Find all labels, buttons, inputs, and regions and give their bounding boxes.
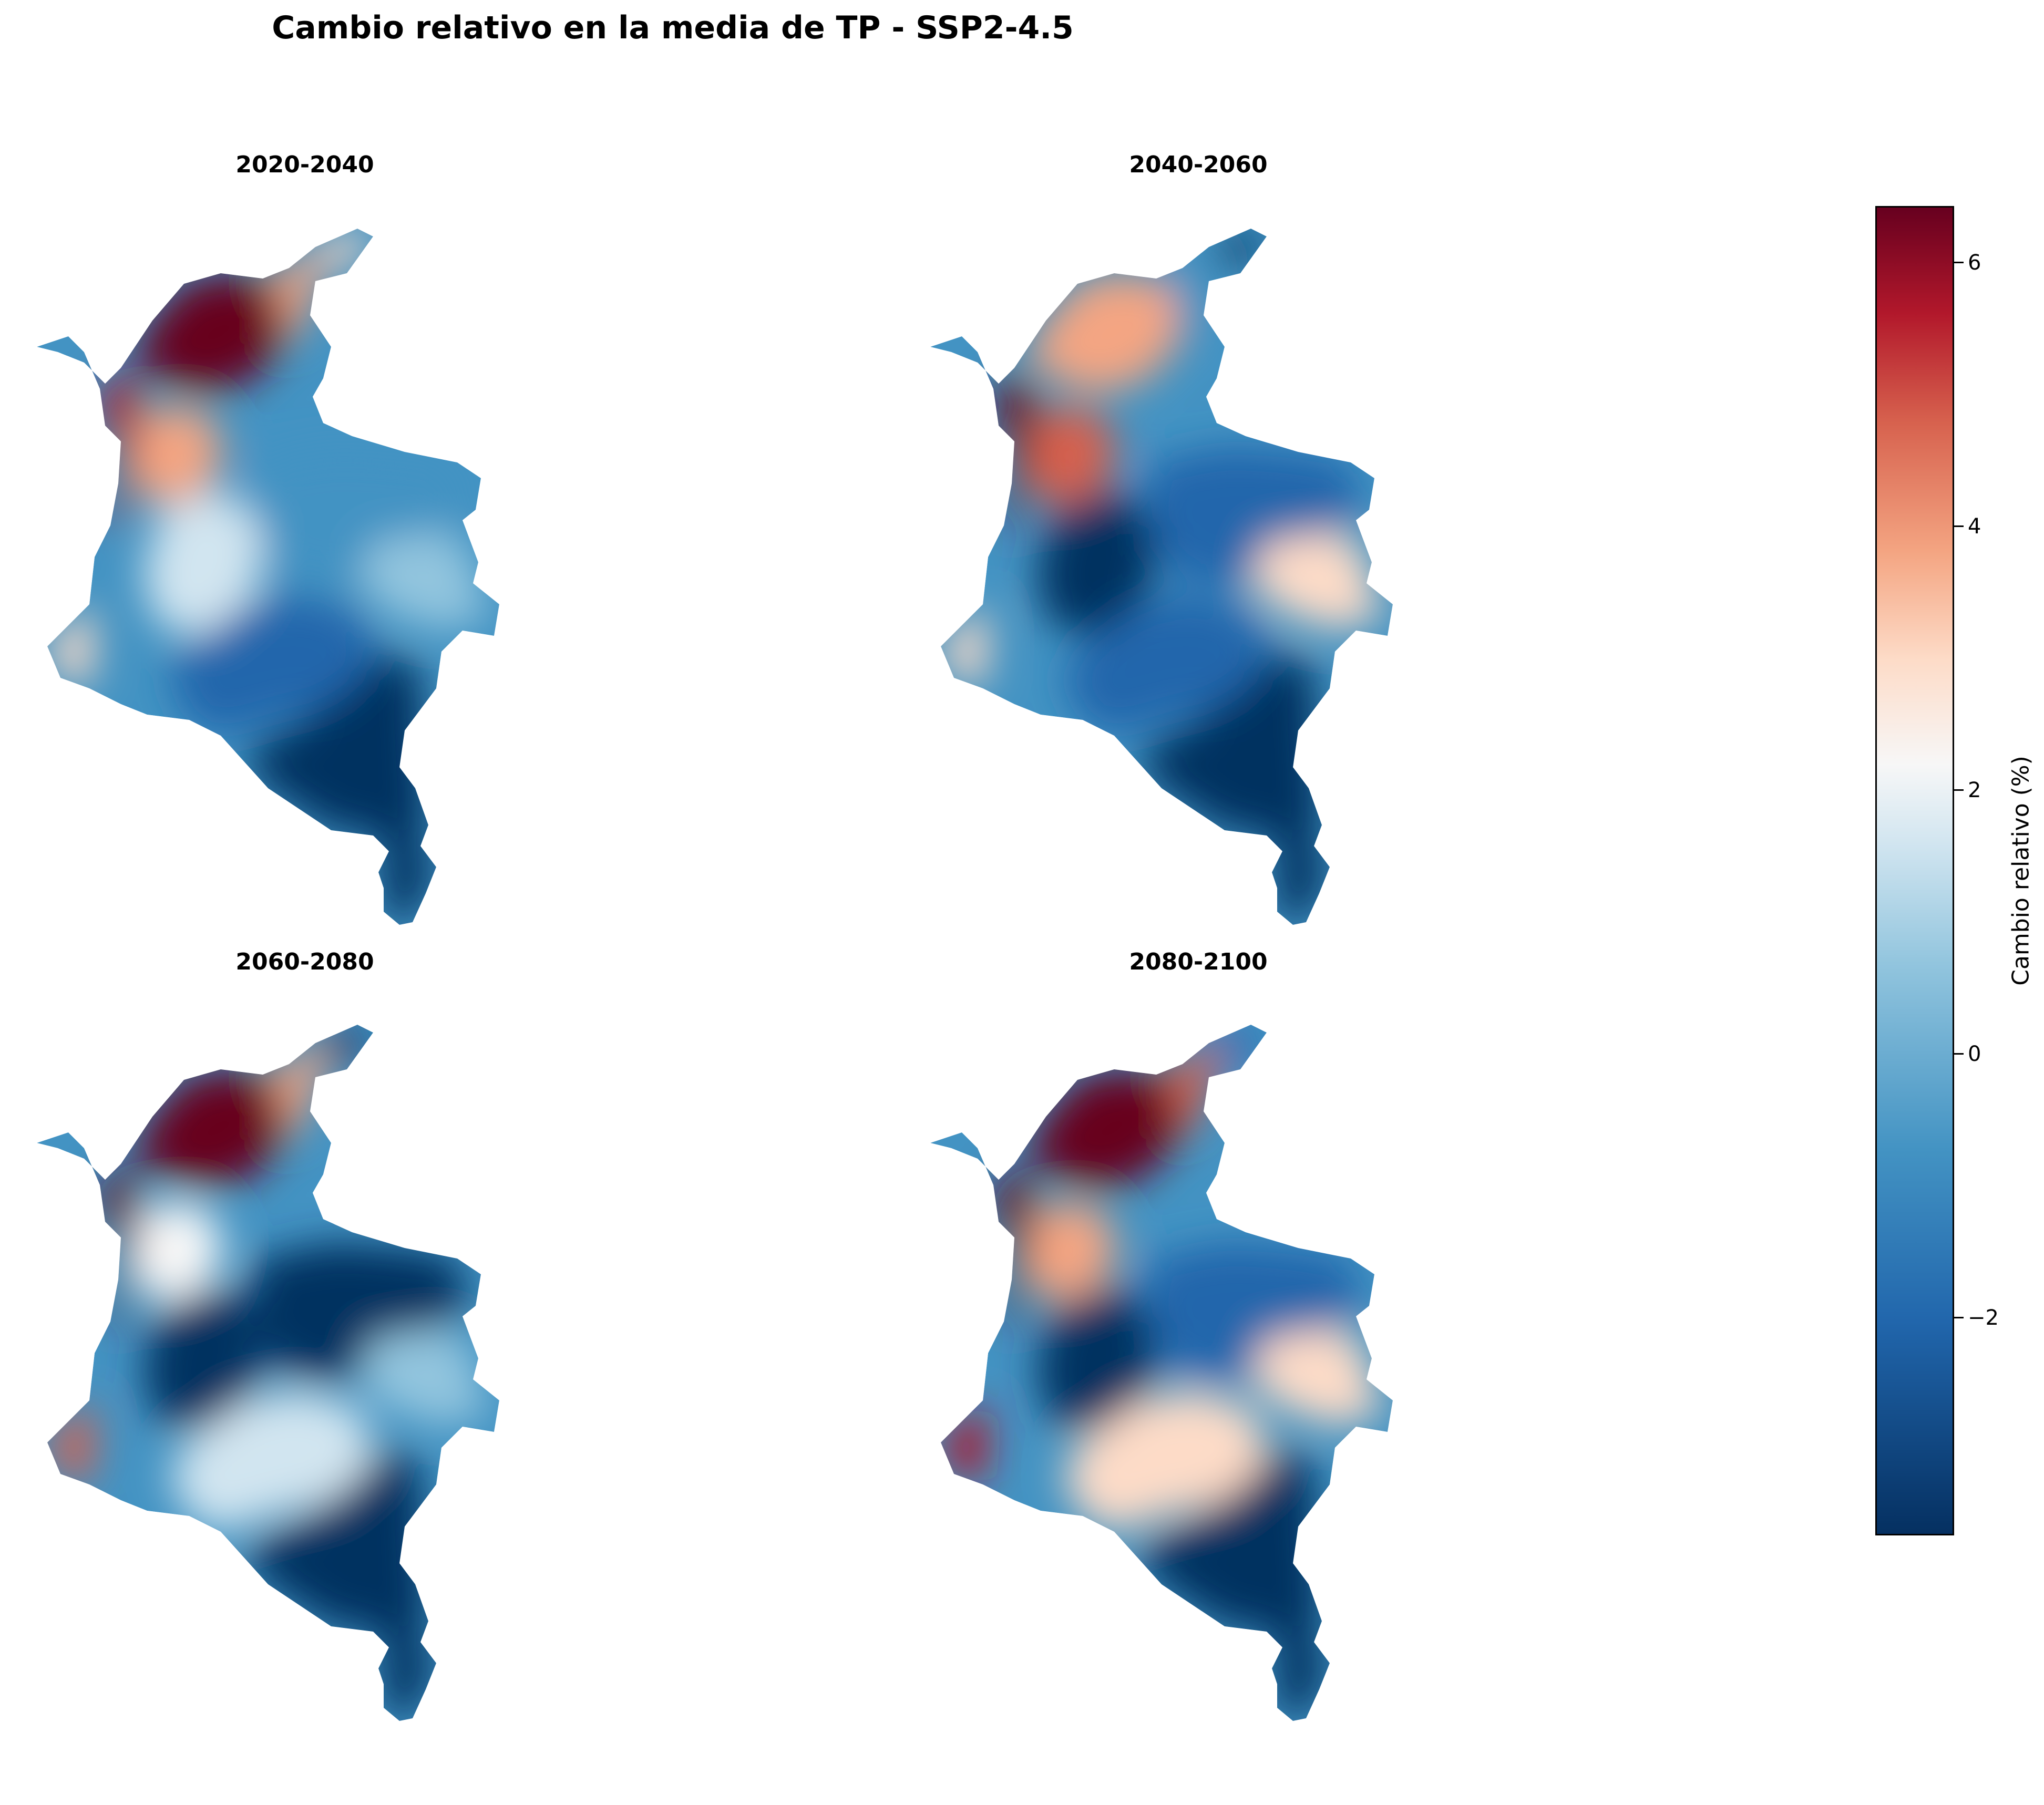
region-llanos-e <box>1251 1327 1388 1427</box>
region-amazonia <box>244 1442 436 1721</box>
region-andes-w <box>131 1201 226 1306</box>
region-sur-w <box>1062 594 1267 736</box>
region-guajira <box>1209 1025 1267 1069</box>
map-panel-1 <box>37 229 499 925</box>
region-andes-c <box>142 1285 263 1432</box>
colorbar-tick <box>1954 1053 1964 1055</box>
region-caribe <box>131 1069 284 1190</box>
colorbar-tick <box>1954 525 1964 527</box>
region-andes-c <box>1035 1285 1156 1432</box>
region-caribe-coast <box>1156 1043 1225 1143</box>
region-amazonia <box>1138 1442 1330 1721</box>
colorbar-tick <box>1954 1317 1964 1318</box>
region-guajira <box>1209 229 1267 273</box>
colorbar-tick <box>1954 262 1964 263</box>
region-andes-c <box>1035 489 1156 636</box>
panel-title-1: 2020-2040 <box>235 151 374 178</box>
region-narino <box>941 604 988 688</box>
region-caribe-coast <box>263 1043 331 1143</box>
region-caribe <box>1025 1069 1177 1190</box>
region-andes-w <box>1025 405 1119 510</box>
region-guajira <box>315 229 373 273</box>
colorbar <box>1875 206 1954 1535</box>
region-llanos-e <box>357 1327 494 1427</box>
region-caribe-coast <box>263 247 331 347</box>
region-pacifico <box>993 1169 1035 1327</box>
map-panel-4 <box>930 1025 1393 1721</box>
panel-title-3: 2060-2080 <box>235 948 374 975</box>
region-caribe <box>1025 273 1177 394</box>
region-narino <box>47 1400 95 1484</box>
colorbar-tick-label: 6 <box>1968 251 1981 275</box>
panel-title-2: 2040-2060 <box>1129 151 1268 178</box>
region-llanos-e <box>357 531 494 631</box>
region-amazonia <box>244 646 436 925</box>
region-pacifico <box>100 373 142 531</box>
colorbar-tick-label: 0 <box>1968 1042 1981 1066</box>
region-pacifico <box>993 373 1035 531</box>
colorbar-tick-label: −2 <box>1968 1306 1999 1330</box>
region-amazonia <box>1138 646 1330 925</box>
colorbar-tick-label: 2 <box>1968 778 1981 802</box>
region-caribe-coast <box>1156 247 1225 347</box>
region-sur-w <box>168 594 373 736</box>
colorbar-tick <box>1954 789 1964 791</box>
region-sur-w <box>1062 1390 1267 1532</box>
region-andes-c <box>142 489 263 636</box>
region-sur-w <box>168 1390 373 1532</box>
region-guajira <box>315 1025 373 1069</box>
colorbar-tick-label: 4 <box>1968 514 1981 539</box>
region-andes-w <box>131 405 226 510</box>
figure-title: Cambio relativo en la media de TP - SSP2… <box>272 9 1074 46</box>
colorbar-label: Cambio relativo (%) <box>2007 756 2035 986</box>
region-caribe <box>131 273 284 394</box>
region-narino <box>47 604 95 688</box>
map-panel-3 <box>37 1025 499 1721</box>
region-llanos-e <box>1251 531 1388 631</box>
map-panel-2 <box>930 229 1393 925</box>
region-narino <box>941 1400 988 1484</box>
region-pacifico <box>100 1169 142 1327</box>
region-andes-w <box>1025 1201 1119 1306</box>
panel-title-4: 2080-2100 <box>1129 948 1268 975</box>
